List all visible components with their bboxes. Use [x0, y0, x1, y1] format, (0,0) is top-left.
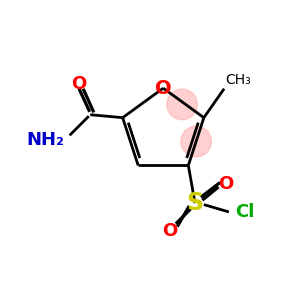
- Circle shape: [181, 126, 212, 157]
- Circle shape: [167, 89, 197, 120]
- Text: S: S: [186, 191, 204, 215]
- Text: NH₂: NH₂: [26, 131, 64, 149]
- Text: CH₃: CH₃: [226, 73, 251, 87]
- Text: O: O: [218, 175, 233, 193]
- Text: O: O: [162, 222, 178, 240]
- Text: Cl: Cl: [235, 203, 254, 221]
- Text: O: O: [71, 75, 86, 93]
- Text: O: O: [155, 79, 172, 98]
